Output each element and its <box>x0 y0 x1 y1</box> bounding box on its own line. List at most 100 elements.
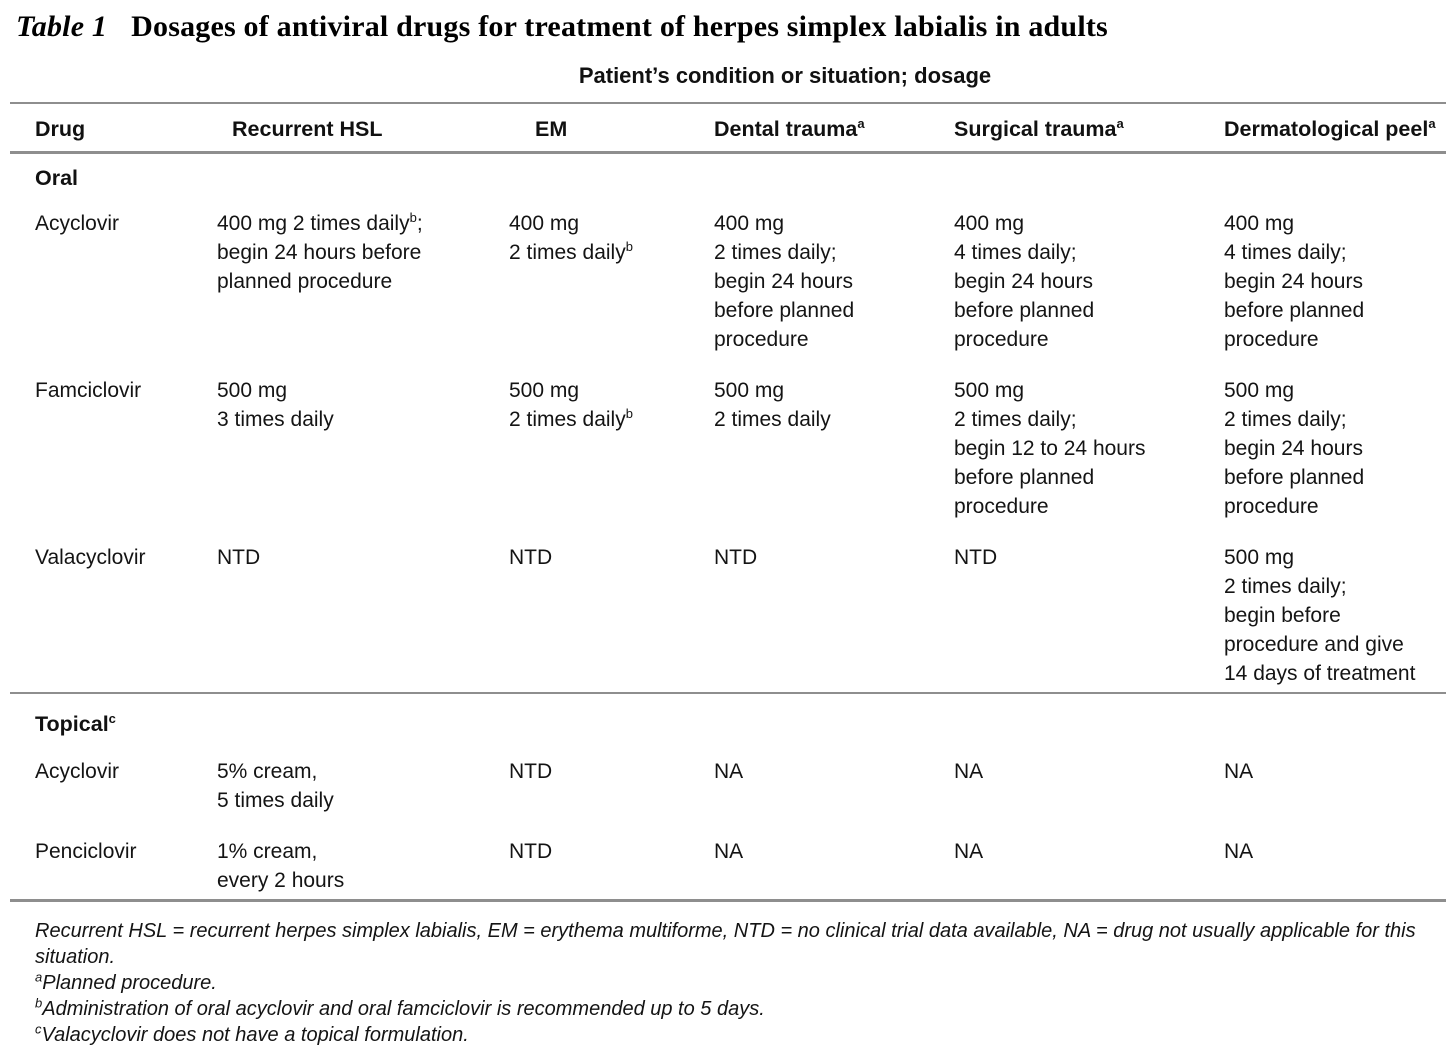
dosage-cell-em: 400 mg 2 times dailyb <box>509 209 714 376</box>
dosage-line: procedure <box>954 328 1049 351</box>
spanning-column-header: Patient’s condition or situation; dosage <box>578 63 992 88</box>
table-caption: Dosages of antiviral drugs for treatment… <box>131 10 1108 43</box>
dosage-line: before planned <box>714 299 855 322</box>
dosage-line: NTD <box>509 546 553 569</box>
dosage-cell-dermatological-peel-a: NA <box>1224 837 1446 899</box>
dosage-cell-recurrent-hsl: 500 mg 3 times daily <box>217 376 509 543</box>
dosage-line: before planned <box>954 466 1095 489</box>
section-label: Topicalc <box>10 692 1446 757</box>
footnote-marker-a: a <box>1428 115 1436 131</box>
footnote-marker-a: a <box>35 969 43 985</box>
table-row-penciclovir: Penciclovir 1% cream, every 2 hours NTD NA NA… <box>10 837 1446 899</box>
table-body: Oral Acyclovir 400 mg 2 times dailyb; begin… <box>10 153 1446 900</box>
dosage-cell-em: 500 mg 2 times dailyb <box>509 376 714 543</box>
dosage-cell-recurrent-hsl: NTD <box>217 543 509 693</box>
dosage-line: procedure <box>954 495 1049 518</box>
footnotes: Recurrent HSL = recurrent herpes simplex… <box>10 918 1446 1048</box>
dosage-cell-recurrent-hsl: 400 mg 2 times dailyb; begin 24 hours bef… <box>217 209 509 376</box>
dosage-line: NTD <box>217 546 261 569</box>
dosage-line: 400 mg <box>954 212 1025 235</box>
dosage-cell-em: NTD <box>509 837 714 899</box>
dosage-line: NA <box>954 760 984 783</box>
dosage-line: NA <box>714 760 744 783</box>
dosage-cell-dental-trauma-a: 500 mg 2 times daily <box>714 376 954 543</box>
dosage-line: 1% cream, <box>217 840 318 863</box>
section-row-oral: Oral <box>10 153 1446 210</box>
dosage-line: before planned <box>1224 466 1365 489</box>
dosage-line: begin 24 hours <box>714 270 853 293</box>
footnote-marker-b: b <box>625 406 633 421</box>
dosage-line: begin 24 hours <box>954 270 1093 293</box>
column-header-em: EM <box>509 104 714 154</box>
footnote-a: aPlanned procedure. <box>35 969 217 994</box>
footnote-c: cValacyclovir does not have a topical fo… <box>35 1021 469 1046</box>
dosage-line: 5% cream, <box>217 760 318 783</box>
dosage-cell-surgical-trauma-a: NA <box>954 757 1224 837</box>
dosage-cell-dermatological-peel-a: 400 mg 4 times daily; begin 24 hours before… <box>1224 209 1446 376</box>
footnote-marker-a: a <box>857 115 865 131</box>
footnote-abbreviations: Recurrent HSL = recurrent herpes simplex… <box>35 920 1416 968</box>
dosage-line: 400 mg 2 times dailyb; <box>217 210 423 235</box>
table-header: Drug Recurrent HSL EM Dental traumaa Surgica… <box>10 104 1446 154</box>
footnote-marker-a: a <box>1116 115 1124 131</box>
column-header-surgical-trauma-a: Surgical traumaa <box>954 104 1224 154</box>
dosage-line: 4 times daily; <box>954 241 1077 264</box>
table-row-famciclovir: Famciclovir 500 mg 3 times daily 500 mg 2 ti… <box>10 376 1446 543</box>
section-label: Oral <box>35 166 79 190</box>
dosage-line: procedure <box>1224 328 1319 351</box>
dosage-line: 2 times daily; <box>714 241 837 264</box>
dosage-line: 500 mg <box>714 379 785 402</box>
dosage-line: procedure <box>714 328 809 351</box>
dosage-cell-dental-trauma-a: NA <box>714 837 954 899</box>
dosage-cell-em: NTD <box>509 543 714 693</box>
dosage-line: NTD <box>509 840 553 863</box>
dosage-table: Drug Recurrent HSL EM Dental traumaa Surgica… <box>10 104 1446 899</box>
table-title: Table 1 Dosages of antiviral drugs for tr… <box>10 8 1446 46</box>
rule-above-header <box>10 102 1446 104</box>
dosage-line: 2 times daily; <box>1224 408 1347 431</box>
dosage-line: NTD <box>954 546 998 569</box>
dosage-line: NTD <box>714 546 758 569</box>
footnote-b: bAdministration of oral acyclovir and or… <box>35 995 765 1020</box>
column-header-dermatological-peel-a: Dermatological peela <box>1224 104 1446 154</box>
section-row-topical-c: Topicalc <box>10 692 1446 757</box>
footnote-marker-b: b <box>35 995 43 1011</box>
drug-name: Penciclovir <box>35 840 137 863</box>
dosage-line: begin 24 hours before <box>217 241 422 264</box>
dosage-line: 400 mg <box>1224 212 1295 235</box>
footnote-marker-b: b <box>625 239 633 254</box>
dosage-cell-surgical-trauma-a: NTD <box>954 543 1224 693</box>
dosage-cell-dental-trauma-a: 400 mg 2 times daily; begin 24 hours before… <box>714 209 954 376</box>
dosage-line: 400 mg <box>509 212 580 235</box>
column-header-recurrent-hsl: Recurrent HSL <box>217 104 509 154</box>
dosage-line: NA <box>954 840 984 863</box>
dosage-cell-surgical-trauma-a: 400 mg 4 times daily; begin 24 hours before… <box>954 209 1224 376</box>
dosage-cell-dental-trauma-a: NTD <box>714 543 954 693</box>
drug-name: Acyclovir <box>35 760 120 783</box>
dosage-line: 2 times dailyb <box>509 406 633 431</box>
dosage-line: 2 times dailyb <box>509 239 633 264</box>
drug-name: Valacyclovir <box>35 546 146 569</box>
column-header-drug: Drug <box>10 104 217 154</box>
table-number: Table 1 <box>16 10 108 43</box>
dosage-line: 2 times daily <box>714 408 831 431</box>
dosage-line: procedure and give <box>1224 633 1404 656</box>
dosage-cell-em: NTD <box>509 757 714 837</box>
dosage-line: begin before <box>1224 604 1341 627</box>
dosage-line: NA <box>1224 760 1254 783</box>
dosage-line: before planned <box>954 299 1095 322</box>
dosage-line: 500 mg <box>1224 546 1295 569</box>
dosage-line: before planned <box>1224 299 1365 322</box>
dosage-line: 14 days of treatment <box>1224 662 1416 685</box>
dosage-line: planned procedure <box>217 270 393 293</box>
dosage-line: NTD <box>509 760 553 783</box>
drug-name: Acyclovir <box>35 212 120 235</box>
dosage-line: 2 times daily; <box>1224 575 1347 598</box>
dosage-line: every 2 hours <box>217 869 345 892</box>
table-row-acyclovir: Acyclovir 400 mg 2 times dailyb; begin 24 … <box>10 209 1446 376</box>
footnote-marker-b: b <box>409 210 417 225</box>
table-row-valacyclovir: Valacyclovir NTD NTD NTD NTD 500 mg 2 times da… <box>10 543 1446 693</box>
dosage-line: begin 12 to 24 hours <box>954 437 1146 460</box>
dosage-line: 3 times daily <box>217 408 334 431</box>
dosage-line: 2 times daily; <box>954 408 1077 431</box>
